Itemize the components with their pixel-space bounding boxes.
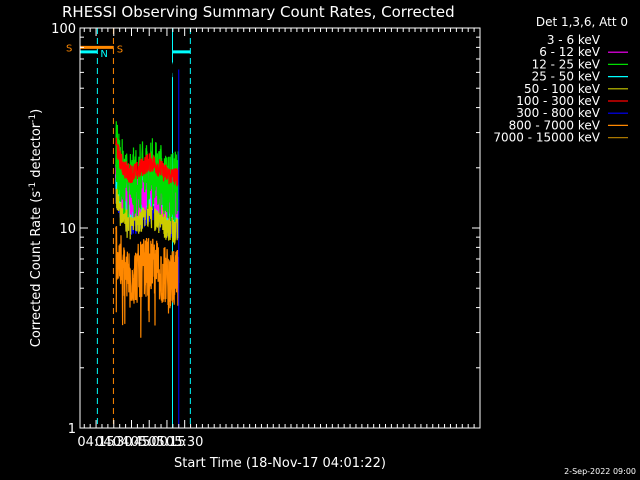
y-tick-label: 10 bbox=[59, 222, 76, 237]
legend-entry-label: 7000 - 15000 keV bbox=[493, 131, 600, 145]
x-axis-label: Start Time (18-Nov-17 04:01:22) bbox=[174, 456, 386, 471]
legend-entry-label: 12 - 25 keV bbox=[532, 57, 601, 71]
x-tick-label: 04:15 bbox=[77, 435, 114, 450]
x-tick-label: 04:30 bbox=[95, 435, 132, 450]
x-tick-label: 05:15 bbox=[148, 435, 185, 450]
chart-title: RHESSI Observing Summary Count Rates, Co… bbox=[62, 3, 455, 21]
x-tick-label: 04:45 bbox=[113, 435, 150, 450]
legend-title: Det 1,3,6, Att 0 bbox=[536, 15, 628, 29]
x-tick-label: 05:00 bbox=[130, 435, 167, 450]
y-axis-label-part3: ) bbox=[29, 109, 44, 114]
legend-entry-label: 300 - 800 keV bbox=[516, 106, 600, 120]
y-tick-label: 1 bbox=[68, 422, 76, 437]
legend-entry-label: 3 - 6 keV bbox=[547, 33, 601, 47]
series-line-7 bbox=[115, 226, 180, 338]
y-axis-label-sup1: -1 bbox=[28, 182, 38, 191]
y-axis-label-part1: Corrected Count Rate (s bbox=[29, 191, 44, 348]
y-axis-label: Corrected Count Rate (s-1 detector-1) bbox=[28, 109, 44, 347]
flag-label: S bbox=[66, 43, 72, 54]
legend-entry-label: 50 - 100 keV bbox=[524, 82, 601, 96]
plot-area: SNS bbox=[66, 28, 191, 428]
y-tick-label: 100 bbox=[51, 22, 76, 37]
y-axis-label-sup2: -1 bbox=[28, 114, 38, 123]
series-line-5 bbox=[115, 137, 180, 187]
flag-label: N bbox=[100, 49, 107, 60]
generated-timestamp: 2-Sep-2022 09:00 bbox=[564, 467, 636, 476]
legend-entry-label: 25 - 50 keV bbox=[532, 70, 601, 84]
x-tick-label: 05:30 bbox=[166, 435, 203, 450]
legend-entry-label: 100 - 300 keV bbox=[516, 94, 600, 108]
flag-label: S bbox=[117, 44, 123, 55]
y-axis-label-part2: detector bbox=[29, 122, 44, 182]
legend-entry-label: 6 - 12 keV bbox=[539, 45, 601, 59]
series-line-0 bbox=[115, 61, 180, 78]
legend-entry-label: 800 - 7000 keV bbox=[509, 118, 601, 132]
